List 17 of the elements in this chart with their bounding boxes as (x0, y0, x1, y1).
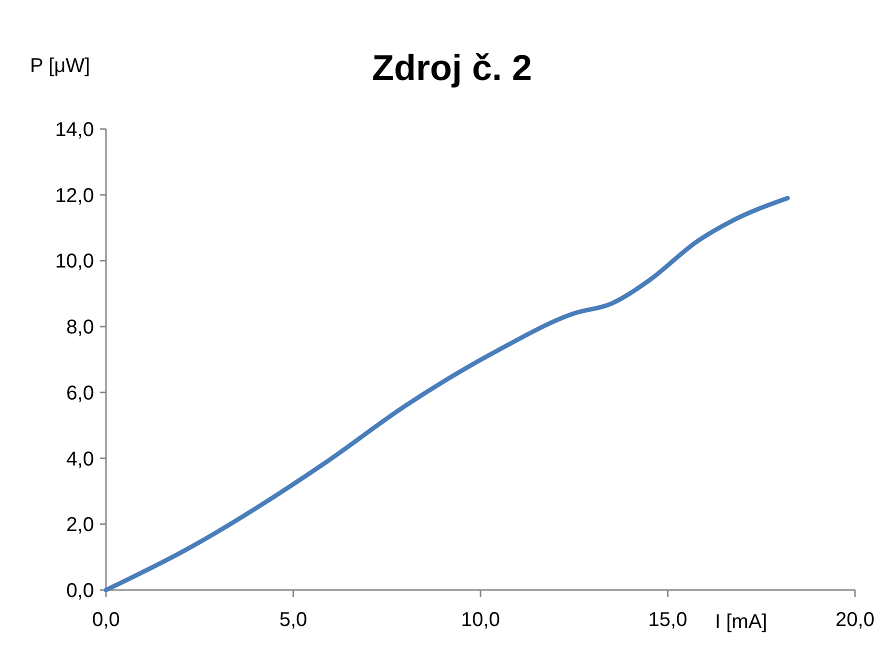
y-tick-label: 10,0 (55, 250, 94, 273)
y-tick-label: 14,0 (55, 119, 94, 141)
x-axis-title: I [mA] (715, 611, 768, 633)
line-series (104, 196, 790, 592)
x-tick-label: 0,0 (92, 609, 120, 631)
y-tick-label: 2,0 (66, 514, 94, 536)
y-tick-label: 8,0 (66, 316, 94, 339)
x-tick-label: 20,0 (836, 609, 874, 631)
y-tick-label: 0,0 (66, 580, 94, 602)
chart-title: Zdroj č. 2 (372, 47, 532, 88)
x-tick-label: 10,0 (461, 609, 500, 631)
x-tick-label: 15,0 (648, 609, 688, 631)
x-tick-label: 5,0 (279, 609, 308, 631)
y-tick-label: 12,0 (55, 184, 94, 207)
y-tick-label: 6,0 (66, 382, 94, 404)
y-axis-title: P [μW] (30, 55, 90, 77)
y-tick-label: 4,0 (66, 448, 94, 470)
